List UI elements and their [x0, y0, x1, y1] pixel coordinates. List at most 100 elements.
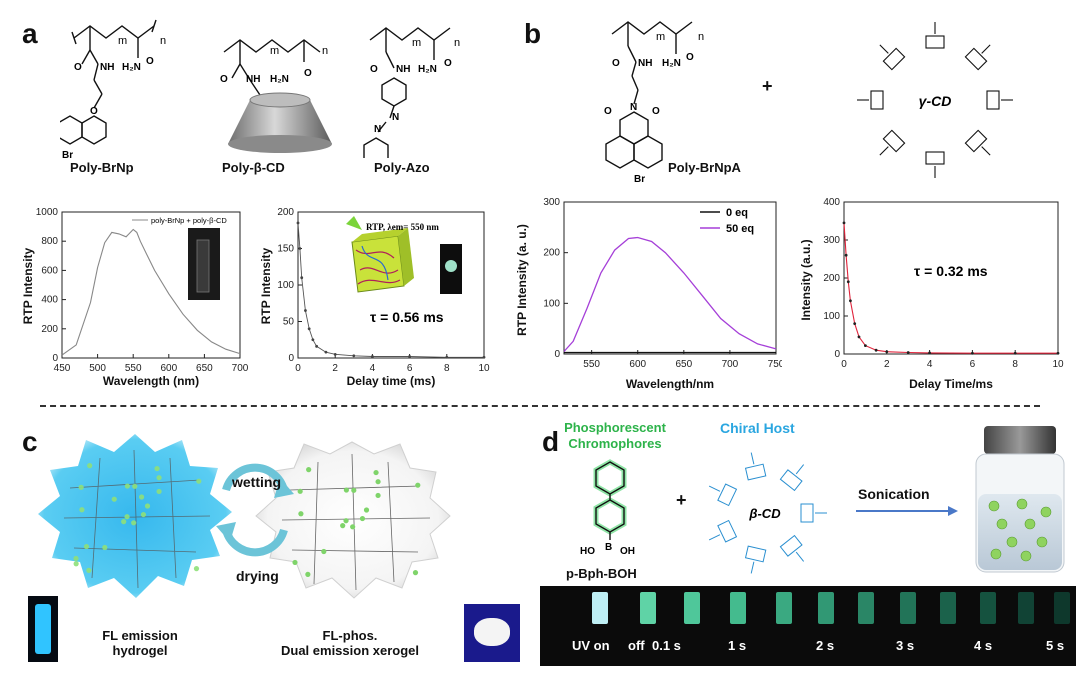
x-tick-label: 700 — [722, 359, 739, 370]
y-tick-label: 200 — [277, 207, 294, 218]
network-node — [83, 543, 90, 550]
chart-a1-ylabel: RTP Intensity — [21, 247, 35, 324]
x-tick-label: 10 — [1052, 359, 1064, 370]
poly-brnpa-structure: m n O NH H₂N O N O O Br — [604, 21, 704, 184]
data-point — [333, 352, 337, 356]
hydroxyl-bond — [750, 452, 755, 465]
chart-a1-legend: poly-BrNp + poly-β-CD — [151, 216, 227, 225]
svg-text:NH: NH — [638, 58, 652, 69]
y-tick-label: 400 — [823, 197, 840, 208]
glucose-unit — [925, 35, 945, 49]
data-point — [482, 355, 486, 359]
caption-dual-emission: FL-phos. Dual emission xerogel — [281, 628, 419, 658]
data-point — [300, 276, 304, 280]
network-node — [86, 567, 92, 573]
y-tick-label: 200 — [41, 324, 58, 335]
beta-cd-structure: β-CD — [708, 452, 827, 574]
svg-text:N: N — [392, 112, 399, 123]
network-node — [132, 483, 138, 489]
panel-c-illustration — [38, 434, 451, 599]
hydroxyl-bond — [750, 561, 755, 574]
svg-text:m: m — [412, 37, 421, 49]
gamma-cd-label: γ-CD — [919, 93, 952, 109]
hydrogel-vial-photo — [28, 596, 58, 662]
data-point — [849, 299, 852, 303]
svg-text:n: n — [698, 31, 704, 43]
y-tick-label: 0 — [52, 353, 58, 364]
hydroxyl-bond — [708, 485, 721, 492]
data-point — [885, 350, 889, 354]
caption-fl-emission: FL emission hydrogel — [102, 628, 178, 658]
data-point — [864, 344, 867, 348]
chromophores-title: Phosphorescent Chromophores — [564, 420, 666, 451]
chart-a2-tau: τ = 0.56 ms — [370, 309, 444, 325]
x-tick-label: 500 — [89, 363, 106, 374]
data-point — [906, 351, 910, 354]
panel-letter-d: d — [542, 426, 560, 457]
data-point — [846, 280, 850, 284]
glucose-unit — [882, 47, 906, 71]
network-node — [138, 494, 145, 500]
y-tick-label: 100 — [823, 311, 840, 322]
chart-b2-tau: τ = 0.32 ms — [914, 263, 988, 279]
network-node — [124, 483, 130, 489]
network-node — [412, 570, 419, 576]
y-tick-label: 300 — [823, 235, 840, 246]
hydroxyl-bond — [708, 534, 721, 541]
data-point — [324, 350, 328, 354]
x-tick-label: 8 — [444, 363, 450, 374]
strip-label-off: off — [628, 638, 645, 653]
data-point — [874, 348, 878, 352]
svg-text:O: O — [74, 62, 82, 73]
panel-letter-b: b — [524, 18, 542, 49]
compound-label-poly-b-cd: Poly-β-CD — [222, 160, 285, 175]
plus-sign-d: + — [676, 490, 687, 510]
network-node — [375, 492, 381, 499]
chart-a2-xlabel: Delay time (ms) — [347, 374, 436, 388]
network-node — [78, 484, 84, 490]
series-line-0 — [61, 228, 241, 356]
glucose-unit — [925, 151, 945, 165]
svg-text:Br: Br — [634, 174, 645, 184]
glucose-unit — [964, 47, 988, 71]
wetting-label: wetting — [232, 474, 281, 490]
x-tick-label: 8 — [1012, 359, 1018, 370]
data-point — [408, 355, 411, 358]
svg-text:n: n — [454, 37, 460, 49]
x-tick-label: 700 — [232, 363, 249, 374]
network-node — [298, 511, 304, 517]
network-node — [196, 478, 202, 484]
glucose-unit — [800, 503, 814, 523]
sonication-label: Sonication — [858, 486, 930, 502]
legend-0-eq: 0 eq — [726, 207, 748, 219]
chart-b2-ylabel: Intensity (a.u.) — [799, 239, 813, 320]
hydroxyl-bond — [879, 44, 889, 54]
glucose-unit — [744, 545, 767, 563]
x-tick-label: 4 — [927, 359, 933, 370]
gamma-cd-structure: γ-CD — [857, 22, 1013, 178]
x-tick-label: 4 — [370, 363, 376, 374]
svg-text:NH: NH — [396, 64, 410, 75]
network-node — [306, 467, 312, 473]
data-point — [971, 351, 974, 355]
glucose-unit — [986, 90, 1000, 110]
svg-text:NH: NH — [100, 62, 114, 73]
series-line-0 — [843, 222, 1058, 354]
network-node — [124, 514, 130, 520]
data-point — [857, 335, 861, 339]
network-node — [343, 518, 349, 524]
network-node — [343, 487, 349, 493]
x-tick-label: 650 — [675, 359, 692, 370]
chart-a2-ylabel: RTP Intensity — [259, 247, 273, 324]
x-tick-label: 600 — [629, 359, 646, 370]
glucose-unit — [870, 90, 884, 110]
network-node — [292, 559, 298, 566]
network-node — [350, 524, 356, 530]
svg-text:H₂N: H₂N — [270, 74, 289, 85]
svg-text:O: O — [612, 58, 620, 69]
chart-a1-rtp-spectrum: 450 500 550 600 650 700 0 200 400 600 800 1000 poly… — [21, 207, 249, 388]
network-node — [156, 488, 162, 495]
compound-label-poly-brnp: Poly-BrNp — [70, 160, 134, 175]
